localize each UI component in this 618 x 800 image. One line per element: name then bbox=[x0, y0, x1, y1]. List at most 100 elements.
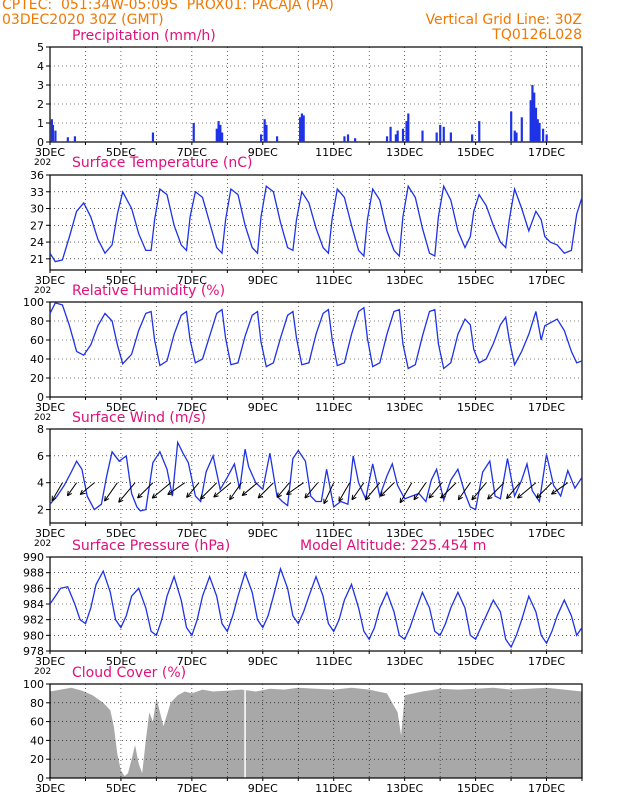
relative_humidity-panel bbox=[46, 301, 583, 400]
precip-bar bbox=[275, 136, 279, 142]
wind-arrow-head bbox=[258, 495, 264, 499]
surface_wind-frame bbox=[49, 428, 583, 524]
wind-arrow-head bbox=[186, 492, 189, 498]
x-tick-label: 17DEC bbox=[528, 655, 565, 668]
y-tick-label: 0 bbox=[37, 391, 44, 404]
x-tick-label: 11DEC bbox=[315, 527, 352, 540]
precip-bar bbox=[515, 132, 518, 142]
x-tick-label: 17DEC bbox=[528, 146, 565, 159]
wind-arrow-head bbox=[137, 495, 143, 499]
x-tick-label: 3DEC bbox=[35, 527, 65, 540]
wind-arrow-head bbox=[457, 494, 460, 500]
wind-arrow-head bbox=[550, 489, 555, 495]
temperature-line bbox=[49, 184, 583, 263]
precip-bar bbox=[354, 138, 357, 142]
precip-bar bbox=[192, 123, 195, 142]
x-tick-label: 13DEC bbox=[386, 401, 423, 414]
x-tick-label: 9DEC bbox=[248, 146, 278, 159]
wind-arrow-head bbox=[118, 499, 124, 503]
precip-bar bbox=[299, 117, 302, 142]
wind-arrow bbox=[399, 482, 413, 504]
x-tick-label: 11DEC bbox=[315, 401, 352, 414]
wind-arrow bbox=[304, 482, 319, 499]
precip-bar bbox=[513, 130, 516, 142]
y-tick-label: 40 bbox=[30, 734, 44, 747]
y-tick-label: 6 bbox=[37, 450, 44, 463]
precip-bar bbox=[449, 132, 452, 142]
wind-arrow-head bbox=[67, 492, 73, 497]
x-tick-label: 17DEC bbox=[528, 274, 565, 287]
x-tick-label: 11DEC bbox=[315, 146, 352, 159]
x-tick-label: 3DEC bbox=[35, 146, 65, 159]
precip-bar bbox=[394, 134, 397, 142]
y-tick-label: 984 bbox=[23, 598, 44, 611]
wind-arrow-head bbox=[517, 493, 521, 499]
wind-arrow bbox=[276, 482, 290, 498]
y-tick-label: 4 bbox=[37, 477, 44, 490]
wind-arrow-head bbox=[380, 494, 386, 497]
x-tick-label: 7DEC bbox=[177, 274, 207, 287]
wind-arrow-head bbox=[213, 495, 219, 498]
y-tick-label: 982 bbox=[23, 614, 44, 627]
x-tick-label: 3DEC bbox=[35, 655, 65, 668]
y-tick-label: 100 bbox=[23, 678, 44, 691]
x-tick-label: 5DEC bbox=[106, 527, 136, 540]
wind-arrow bbox=[104, 482, 118, 502]
wind-arrow bbox=[67, 482, 78, 497]
relative_humidity-title: Relative Humidity (%) bbox=[72, 283, 225, 299]
precip-bar bbox=[346, 134, 350, 142]
wind-arrow bbox=[79, 482, 95, 495]
precip-bar bbox=[73, 136, 77, 142]
y-tick-label: 2 bbox=[37, 98, 44, 111]
precip-bar bbox=[260, 134, 263, 142]
x-tick-label: 7DEC bbox=[177, 527, 207, 540]
wind-arrow-head bbox=[79, 489, 83, 495]
surface_wind-title: Surface Wind (m/s) bbox=[72, 410, 206, 426]
wind-arrow-head bbox=[80, 492, 86, 496]
y-tick-label: 30 bbox=[30, 203, 44, 216]
x-tick-label: 13DEC bbox=[386, 655, 423, 668]
x-tick-label: 11DEC bbox=[315, 274, 352, 287]
wind-arrow-head bbox=[458, 496, 463, 501]
precip-bar bbox=[531, 85, 534, 142]
surface_wind-line bbox=[49, 440, 583, 512]
y-tick-label: 80 bbox=[30, 315, 44, 328]
y-tick-label: 2 bbox=[37, 504, 44, 517]
x-tick-label: 17DEC bbox=[528, 401, 565, 414]
surface_pressure-annotation: Model Altitude: 225.454 m bbox=[300, 538, 486, 554]
y-tick-label: 60 bbox=[30, 716, 44, 729]
x-tick-label: 5DEC bbox=[106, 655, 136, 668]
wind-arrow-head bbox=[506, 493, 509, 499]
surface_wind-panel bbox=[46, 428, 583, 526]
precip-bar bbox=[545, 134, 548, 142]
wind-arrow bbox=[137, 482, 154, 499]
wind-arrow bbox=[186, 482, 200, 498]
wind-arrow-head bbox=[286, 493, 292, 496]
precip-bar bbox=[263, 119, 266, 142]
wind-arrow bbox=[323, 482, 335, 504]
x-tick-label: 11DEC bbox=[315, 782, 352, 795]
wind-arrow bbox=[241, 482, 258, 496]
x-year-label: 202 bbox=[34, 286, 51, 296]
y-tick-label: 0 bbox=[37, 136, 44, 149]
wind-arrow-head bbox=[241, 490, 245, 496]
wind-arrow-head bbox=[487, 494, 490, 500]
y-tick-label: 40 bbox=[30, 353, 44, 366]
precip-bar bbox=[529, 100, 532, 142]
x-tick-label: 13DEC bbox=[386, 782, 423, 795]
precipitation-frame bbox=[49, 46, 583, 143]
wind-arrow bbox=[440, 482, 457, 499]
precip-bar bbox=[401, 128, 405, 142]
temperature-panel bbox=[46, 174, 583, 273]
wind-arrow bbox=[365, 482, 381, 501]
x-tick-label: 5DEC bbox=[106, 274, 136, 287]
relative_humidity-line bbox=[49, 302, 583, 370]
precip-bar bbox=[538, 123, 541, 142]
wind-arrow-head bbox=[365, 497, 371, 501]
x-tick-label: 3DEC bbox=[35, 274, 65, 287]
wind-arrow bbox=[380, 482, 395, 497]
precip-bar bbox=[533, 92, 536, 142]
wind-arrow-head bbox=[304, 495, 310, 499]
precip-bar bbox=[421, 130, 424, 142]
